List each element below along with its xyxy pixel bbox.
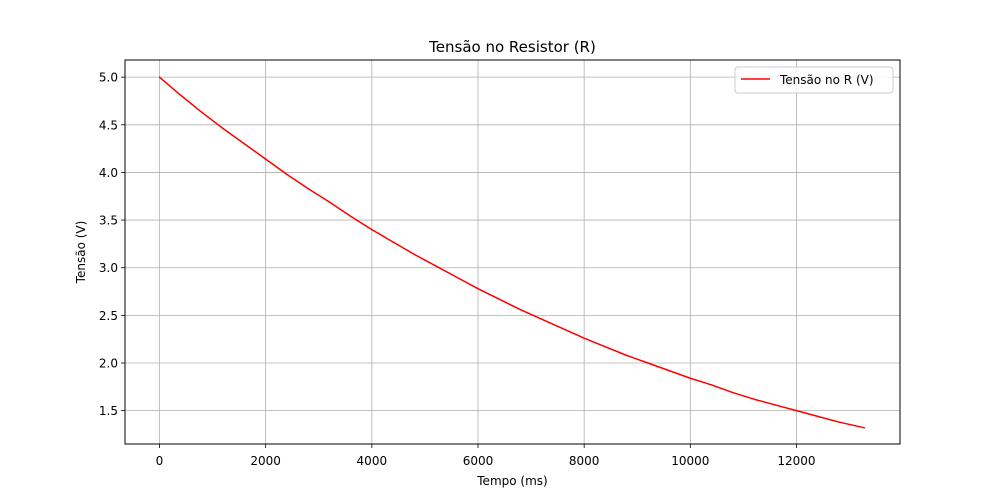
data-point	[625, 354, 628, 357]
x-tick-label: 6000	[463, 454, 494, 468]
data-point	[689, 377, 692, 379]
x-tick-label: 10000	[671, 454, 709, 468]
data-point	[371, 228, 373, 231]
y-tick-label: 3.5	[99, 214, 118, 228]
data-point	[222, 127, 224, 130]
data-point	[349, 215, 352, 218]
y-tick-label: 5.0	[99, 71, 118, 85]
y-tick-label: 4.0	[99, 166, 118, 180]
data-point	[456, 276, 458, 278]
data-point	[498, 298, 500, 300]
data-point	[243, 143, 246, 145]
data-point	[434, 265, 437, 267]
data-point	[753, 398, 755, 400]
series-layer	[158, 76, 866, 429]
data-point	[668, 369, 670, 372]
x-tick-label: 0	[156, 454, 164, 468]
series-line-0	[159, 76, 865, 429]
grid	[125, 60, 900, 444]
y-tick-label: 2.0	[99, 357, 118, 371]
x-tick-label: 8000	[569, 454, 600, 468]
legend-box	[734, 66, 894, 94]
data-point	[179, 94, 182, 97]
data-point	[838, 421, 840, 423]
data-point	[774, 404, 777, 406]
x-tick-label: 12000	[777, 454, 815, 468]
data-point	[201, 111, 203, 114]
data-point	[286, 173, 288, 176]
data-point	[477, 287, 479, 290]
y-axis-label: Tensão (V)	[74, 221, 88, 285]
data-point	[519, 308, 522, 311]
y-tick-label: 1.5	[99, 404, 118, 418]
data-point	[732, 391, 734, 394]
data-point	[710, 384, 713, 386]
x-tick-label: 2000	[250, 454, 281, 468]
y-tick-label: 3.0	[99, 261, 118, 275]
data-point	[816, 415, 819, 418]
data-point	[264, 158, 267, 160]
data-point	[307, 187, 309, 190]
x-axis-label: Tempo (ms)	[476, 474, 547, 488]
data-point	[604, 346, 607, 348]
data-point	[328, 201, 331, 203]
ticks: 0 2000 4000 6000 8000 10000 12000 1.5 2.0 2.5 3.0 3…	[99, 71, 816, 468]
y-tick-label: 4.5	[99, 118, 118, 132]
data-point	[540, 318, 543, 320]
plot-area-frame	[124, 59, 901, 445]
data-point	[562, 327, 564, 330]
x-tick-label: 4000	[357, 454, 388, 468]
data-point	[647, 362, 649, 364]
data-point	[795, 409, 798, 412]
y-tick-label: 2.5	[99, 309, 118, 323]
data-point	[158, 76, 161, 78]
legend-label: Tensão no R (V)	[779, 73, 874, 87]
data-point	[392, 241, 394, 243]
data-point	[413, 253, 416, 256]
data-point	[863, 427, 866, 429]
chart-title: Tensão no Resistor (R)	[428, 38, 596, 56]
legend: Tensão no R (V)	[734, 66, 894, 94]
data-point	[583, 337, 585, 339]
